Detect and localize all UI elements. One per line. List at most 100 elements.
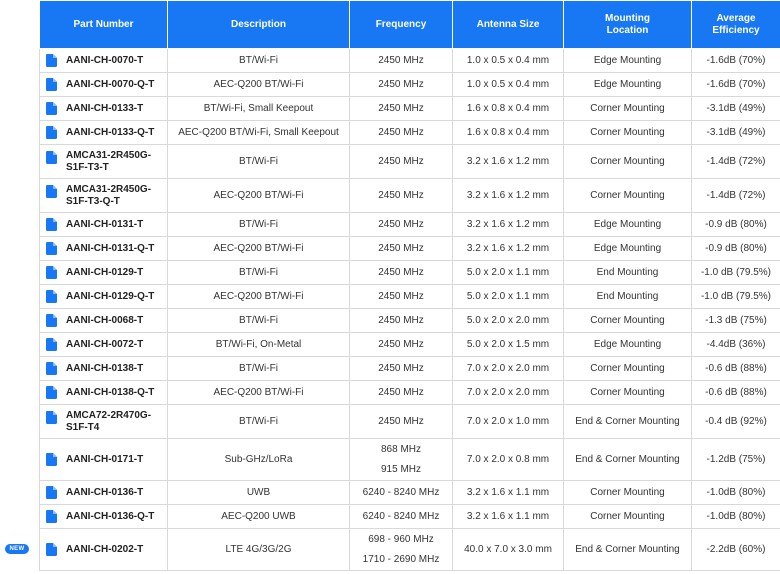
document-icon[interactable] <box>46 486 57 499</box>
part-number-cell: AANI-CH-0131-T <box>39 212 168 237</box>
document-icon[interactable] <box>46 362 57 375</box>
table-row: AANI-CH-0131-T BT/Wi-Fi 2450 MHz 3.2 x 1.6 … <box>39 212 780 237</box>
mounting-location-cell: Edge Mounting <box>563 72 692 97</box>
part-number-link[interactable]: AANI-CH-0202-T <box>66 543 144 555</box>
table-row: AANI-CH-0136-Q-T AEC-Q200 UWB 6240 - 8240 … <box>39 504 780 529</box>
average-efficiency-cell: -0.9 dB (80%) <box>691 236 780 261</box>
document-icon[interactable] <box>46 126 57 139</box>
table-row: AANI-CH-0129-Q-T AEC-Q200 BT/Wi-Fi 2450 MH… <box>39 284 780 309</box>
part-number-cell: AANI-CH-0133-T <box>39 96 168 121</box>
part-number-link[interactable]: AANI-CH-0129-Q-T <box>66 290 155 302</box>
frequency-cell: 2450 MHz <box>349 332 453 357</box>
mounting-location-cell: End Mounting <box>563 260 692 285</box>
mounting-location-cell: Edge Mounting <box>563 48 692 73</box>
frequency-value: 2450 MHz <box>378 314 424 326</box>
part-number-link[interactable]: AMCA31-2R450G- S1F-T3-T <box>66 149 152 173</box>
part-number-cell: AANI-CH-0136-T <box>39 480 168 505</box>
frequency-cell: 2450 MHz <box>349 284 453 309</box>
table-row: AANI-CH-0072-T BT/Wi-Fi, On-Metal 2450 MHz… <box>39 332 780 357</box>
document-icon[interactable] <box>46 386 57 399</box>
document-icon[interactable] <box>46 242 57 255</box>
part-number-link[interactable]: AANI-CH-0136-T <box>66 486 144 498</box>
part-number-link[interactable]: AANI-CH-0136-Q-T <box>66 510 155 522</box>
document-icon[interactable] <box>46 54 57 67</box>
part-number-link[interactable]: AANI-CH-0133-Q-T <box>66 126 155 138</box>
document-icon[interactable] <box>46 314 57 327</box>
document-icon[interactable] <box>46 410 57 424</box>
mounting-location-cell: Corner Mounting <box>563 480 692 505</box>
part-number-link[interactable]: AMCA31-2R450G- S1F-T3-Q-T <box>66 183 152 207</box>
document-icon[interactable] <box>46 543 57 556</box>
document-icon[interactable] <box>46 218 57 231</box>
average-efficiency-cell: -0.4 dB (92%) <box>691 404 780 439</box>
frequency-cell: 2450 MHz <box>349 96 453 121</box>
antenna-comparison-table: Part Number Description Frequency Antenn… <box>39 0 780 571</box>
document-icon[interactable] <box>46 102 57 115</box>
frequency-cell: 868 MHz 915 MHz <box>349 438 453 481</box>
part-number-link[interactable]: AMCA72-2R470G- S1F-T4 <box>66 409 152 433</box>
document-icon[interactable] <box>46 510 57 523</box>
part-number-link[interactable]: AANI-CH-0131-Q-T <box>66 242 155 254</box>
document-icon[interactable] <box>46 150 57 164</box>
part-number-link[interactable]: AANI-CH-0129-T <box>66 266 144 278</box>
column-header-part-number: Part Number <box>39 0 168 49</box>
part-number-link[interactable]: AANI-CH-0138-Q-T <box>66 386 155 398</box>
description-cell: BT/Wi-Fi <box>167 308 350 333</box>
document-icon[interactable] <box>46 266 57 279</box>
frequency-value: 6240 - 8240 MHz <box>362 486 440 498</box>
description-cell: BT/Wi-Fi <box>167 212 350 237</box>
frequency-value: 915 MHz <box>380 463 421 475</box>
part-number-cell: AANI-CH-0171-T <box>39 438 168 481</box>
description-cell: BT/Wi-Fi <box>167 404 350 439</box>
part-number-cell: AANI-CH-0070-Q-T <box>39 72 168 97</box>
antenna-size-cell: 7.0 x 2.0 x 1.0 mm <box>452 404 564 439</box>
table-row: AANI-CH-0133-Q-T AEC-Q200 BT/Wi-Fi, Small… <box>39 120 780 145</box>
part-number-link[interactable]: AANI-CH-0068-T <box>66 314 144 326</box>
part-number-cell: AANI-CH-0136-Q-T <box>39 504 168 529</box>
antenna-size-cell: 3.2 x 1.6 x 1.1 mm <box>452 480 564 505</box>
column-header-antenna-size: Antenna Size <box>452 0 564 49</box>
part-number-link[interactable]: AANI-CH-0072-T <box>66 338 144 350</box>
frequency-cell: 2450 MHz <box>349 308 453 333</box>
frequency-value: 2450 MHz <box>378 126 424 138</box>
antenna-size-cell: 7.0 x 2.0 x 0.8 mm <box>452 438 564 481</box>
mounting-location-cell: Edge Mounting <box>563 332 692 357</box>
table-row: AANI-CH-0133-T BT/Wi-Fi, Small Keepout 245… <box>39 96 780 121</box>
document-icon[interactable] <box>46 453 57 466</box>
antenna-size-cell: 40.0 x 7.0 x 3.0 mm <box>452 528 564 571</box>
description-cell: Sub-GHz/LoRa <box>167 438 350 481</box>
average-efficiency-cell: -4.4dB (36%) <box>691 332 780 357</box>
frequency-value: 2450 MHz <box>378 290 424 302</box>
description-cell: AEC-Q200 BT/Wi-Fi, Small Keepout <box>167 120 350 145</box>
average-efficiency-cell: -1.0 dB (79.5%) <box>691 284 780 309</box>
average-efficiency-cell: -1.0dB (80%) <box>691 480 780 505</box>
part-number-link[interactable]: AANI-CH-0131-T <box>66 218 144 230</box>
frequency-cell: 698 - 960 MHz 1710 - 2690 MHz <box>349 528 453 571</box>
description-cell: LTE 4G/3G/2G <box>167 528 350 571</box>
document-icon[interactable] <box>46 338 57 351</box>
part-number-link[interactable]: AANI-CH-0070-Q-T <box>66 78 155 90</box>
document-icon[interactable] <box>46 78 57 91</box>
part-number-cell: AANI-CH-0131-Q-T <box>39 236 168 261</box>
part-number-link[interactable]: AANI-CH-0171-T <box>66 453 144 465</box>
part-number-link[interactable]: AANI-CH-0133-T <box>66 102 144 114</box>
table-row: AANI-CH-0171-T Sub-GHz/LoRa 868 MHz 915 MHz… <box>39 438 780 481</box>
mounting-location-cell: Corner Mounting <box>563 504 692 529</box>
part-number-cell: AANI-CH-0138-T <box>39 356 168 381</box>
frequency-value: 2450 MHz <box>378 155 424 167</box>
average-efficiency-cell: -1.4dB (72%) <box>691 178 780 213</box>
frequency-value: 2450 MHz <box>378 78 424 90</box>
document-icon[interactable] <box>46 290 57 303</box>
description-cell: BT/Wi-Fi <box>167 144 350 179</box>
part-number-link[interactable]: AANI-CH-0138-T <box>66 362 144 374</box>
table-row: AANI-CH-0138-T BT/Wi-Fi 2450 MHz 7.0 x 2.0 … <box>39 356 780 381</box>
frequency-value: 6240 - 8240 MHz <box>362 510 440 522</box>
frequency-value: 2450 MHz <box>378 54 424 66</box>
part-number-cell: AANI-CH-0202-T <box>39 528 168 571</box>
column-header-frequency: Frequency <box>349 0 453 49</box>
description-cell: BT/Wi-Fi <box>167 48 350 73</box>
frequency-value: 2450 MHz <box>378 102 424 114</box>
document-icon[interactable] <box>46 184 57 198</box>
description-cell: AEC-Q200 BT/Wi-Fi <box>167 380 350 405</box>
part-number-link[interactable]: AANI-CH-0070-T <box>66 54 144 66</box>
